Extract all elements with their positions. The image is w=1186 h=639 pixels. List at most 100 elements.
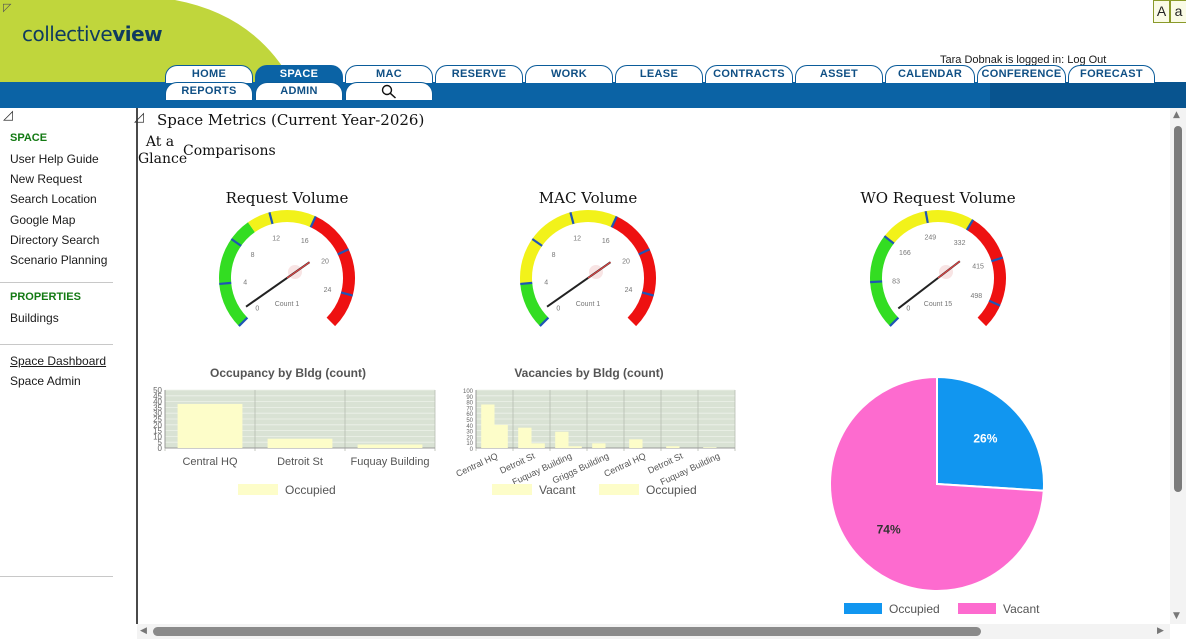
bar (666, 446, 680, 448)
scroll-up-icon[interactable]: ▲ (1173, 110, 1180, 120)
tab-lease[interactable]: LEASE (615, 65, 703, 83)
x-tick-label: Fuquay Building (351, 456, 430, 468)
sidebar-section-space: SPACE (10, 132, 48, 144)
chart-title: Vacancies by Bldg (count) (514, 366, 664, 380)
vertical-scroll-thumb[interactable] (1174, 126, 1182, 492)
y-tick-label: 60 (466, 412, 473, 418)
gauge-needle-tail (937, 260, 961, 279)
sidebar-item-space-admin[interactable]: Space Admin (10, 374, 81, 388)
horizontal-scroll-thumb[interactable] (153, 627, 981, 636)
y-tick-label: 30 (466, 430, 473, 436)
sidebar-item-user-help-guide[interactable]: User Help Guide (10, 152, 99, 166)
y-tick-label: 5 (158, 438, 163, 447)
search-icon (381, 84, 397, 99)
tab-reserve[interactable]: RESERVE (435, 65, 523, 83)
tab-reports[interactable]: REPORTS (165, 82, 253, 100)
tab-work[interactable]: WORK (525, 65, 613, 83)
tab-admin[interactable]: ADMIN (255, 82, 343, 100)
app-logo[interactable]: collectiveview (22, 22, 163, 46)
bar (703, 447, 717, 448)
sidebar-item-directory-search[interactable]: Directory Search (10, 233, 100, 247)
gauge-title: MAC Volume (538, 189, 638, 207)
sidebar-item-space-dashboard[interactable]: Space Dashboard (10, 354, 107, 368)
legend-swatch (492, 484, 532, 495)
gauge-tick (238, 316, 249, 327)
tab-contracts[interactable]: CONTRACTS (705, 65, 793, 83)
sidebar-section-properties: PROPERTIES (10, 291, 81, 303)
tab-home[interactable]: HOME (165, 65, 253, 83)
gauge-tick-label: 249 (925, 235, 937, 242)
bar (518, 427, 532, 448)
gauge-tick (539, 316, 550, 327)
tab-search[interactable] (345, 82, 433, 100)
bar (629, 439, 643, 448)
gauge-tick (991, 256, 1004, 263)
gauge-needle-tail (587, 261, 611, 279)
pie-label: 74% (877, 522, 901, 536)
panel-collapse-icon[interactable]: ◿ (134, 110, 144, 125)
y-tick-label: 15 (153, 427, 162, 436)
gauge-band (247, 210, 316, 233)
pie-slice (829, 375, 1045, 592)
gauge-tick (870, 280, 883, 284)
tab-conference[interactable]: CONFERENCE (977, 65, 1066, 83)
tab-mac[interactable]: MAC (345, 65, 433, 83)
gauge-request-volume: 0 4 8 12 16 20 24 Count 1 (219, 210, 355, 327)
legend-label: Occupied (646, 483, 697, 497)
gauge-band (219, 222, 256, 327)
tab-space[interactable]: SPACE (255, 65, 343, 83)
logout-link[interactable]: Log Out (1067, 54, 1107, 66)
gauge-tick-label: 8 (552, 252, 556, 259)
legend-swatch (844, 603, 882, 614)
gauge-tick-label: 8 (251, 252, 255, 259)
tab-calendar[interactable]: CALENDAR (885, 65, 975, 83)
font-size-small-button[interactable]: a (1170, 0, 1186, 23)
login-text: Tara Dobnak is logged in: (940, 54, 1065, 66)
sidebar-item-new-request[interactable]: New Request (10, 172, 83, 186)
gauge-tick (520, 281, 533, 286)
gauge-title: WO Request Volume (860, 189, 1016, 207)
scroll-right-icon[interactable]: ▶ (1157, 626, 1164, 636)
sidebar-collapse-icon[interactable]: ◿ (3, 108, 13, 123)
y-tick-label: 45 (153, 392, 162, 401)
sidebar-item-search-location[interactable]: Search Location (10, 192, 97, 206)
bar (357, 444, 423, 448)
gauge-tick-label: 12 (272, 235, 280, 242)
gauge-band (611, 216, 656, 327)
tab-comparisons[interactable]: Comparisons (183, 143, 276, 159)
sidebar-item-google-map[interactable]: Google Map (10, 213, 76, 227)
sidebar-item-buildings[interactable]: Buildings (10, 311, 59, 325)
tab-forecast[interactable]: FORECAST (1068, 65, 1155, 83)
tab-at-a-glance[interactable]: At a Glance (138, 134, 188, 167)
sidebar-divider (0, 576, 113, 577)
scroll-down-icon[interactable]: ▼ (1173, 611, 1180, 621)
x-tick-label: Central HQ (454, 451, 499, 479)
y-tick-label: 10 (466, 441, 473, 447)
vertical-scrollbar[interactable]: ▲ ▼ (1170, 108, 1186, 624)
legend-label: Vacant (1003, 602, 1040, 616)
gauge-tick (610, 215, 618, 228)
gauge-tick-label: 20 (321, 258, 329, 265)
y-tick-label: 25 (153, 415, 162, 424)
y-tick-label: 90 (466, 395, 473, 401)
legend-label: Occupied (285, 483, 336, 497)
gauge-tick (641, 291, 654, 297)
gauge-readout: Count 1 (275, 301, 300, 308)
tab-asset[interactable]: ASSET (795, 65, 883, 83)
gauge-tick-label: 0 (255, 306, 259, 313)
scroll-left-icon[interactable]: ◀ (140, 626, 147, 636)
nav-bar-accent (990, 82, 1186, 108)
gauge-tick-label: 24 (625, 287, 633, 294)
sidebar-item-scenario-planning[interactable]: Scenario Planning (10, 253, 108, 267)
collapse-icon[interactable]: ◸ (3, 1, 12, 14)
y-tick-label: 40 (153, 398, 162, 407)
gauge-band (520, 210, 617, 284)
gauge-tick (924, 210, 929, 224)
gauge-tick-label: 83 (892, 279, 900, 286)
gauge-tick-label: 0 (906, 306, 910, 313)
font-size-large-button[interactable]: A (1153, 0, 1170, 23)
bar (267, 438, 333, 448)
horizontal-scrollbar[interactable]: ◀ ▶ (137, 624, 1170, 639)
